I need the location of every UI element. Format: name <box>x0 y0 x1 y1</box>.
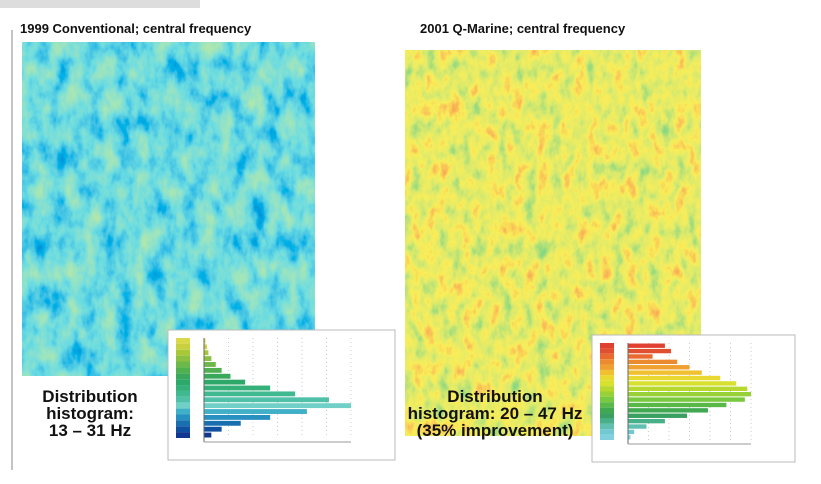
panel-title: 1999 Conventional; central frequency <box>20 21 252 36</box>
bar <box>204 338 206 344</box>
bar <box>204 426 222 432</box>
color-key <box>600 413 614 419</box>
bar <box>628 429 635 435</box>
color-key <box>176 343 190 350</box>
bar <box>628 354 653 359</box>
bar <box>628 381 737 386</box>
color-key <box>600 369 614 376</box>
color-key <box>176 420 190 427</box>
color-key <box>176 426 190 433</box>
bar <box>204 403 351 409</box>
bar <box>628 408 708 413</box>
color-key <box>176 390 190 397</box>
color-key <box>600 380 614 387</box>
color-key <box>600 396 614 403</box>
color-key <box>176 338 190 344</box>
color-key <box>176 402 190 409</box>
color-key <box>600 375 614 381</box>
bar <box>204 362 216 367</box>
color-key <box>600 359 614 365</box>
bar <box>204 432 212 438</box>
bar <box>204 373 231 379</box>
bar <box>628 359 678 365</box>
color-key <box>176 414 190 421</box>
header-strip <box>0 0 200 8</box>
bar <box>628 392 751 397</box>
bar <box>628 348 672 354</box>
color-key <box>176 408 190 415</box>
bar <box>628 413 688 418</box>
color-key <box>176 385 190 391</box>
bar <box>204 391 296 397</box>
caption-line: Distribution <box>42 387 137 406</box>
bar <box>204 344 207 350</box>
color-key <box>600 348 614 354</box>
bar <box>628 375 721 381</box>
color-key <box>600 407 614 414</box>
color-key <box>600 429 614 435</box>
bar <box>628 402 727 408</box>
bar <box>628 397 745 402</box>
bar <box>204 379 246 385</box>
bar <box>204 420 241 426</box>
bar <box>204 350 209 356</box>
bar <box>628 435 631 440</box>
color-key <box>600 353 614 360</box>
bar <box>628 365 690 370</box>
histogram <box>167 329 396 461</box>
bar <box>204 385 271 391</box>
color-key <box>600 386 614 392</box>
caption-line: histogram: <box>46 404 134 423</box>
color-key <box>176 367 190 374</box>
color-key <box>176 396 190 403</box>
caption-line: Distribution <box>447 387 542 406</box>
color-key <box>176 432 190 438</box>
bar <box>628 370 702 375</box>
bar <box>204 414 271 420</box>
color-key <box>600 343 614 349</box>
caption-line: 13 – 31 Hz <box>49 421 131 440</box>
color-key <box>600 364 614 370</box>
histogram <box>591 334 796 463</box>
bar <box>204 367 222 373</box>
color-key <box>176 355 190 362</box>
seismic-map <box>22 42 315 376</box>
bar <box>628 418 665 424</box>
color-key <box>176 379 190 386</box>
color-key <box>176 361 190 368</box>
bar <box>628 386 748 391</box>
bar <box>204 356 212 362</box>
color-key <box>176 349 190 356</box>
bar <box>204 409 307 414</box>
panel-title: 2001 Q-Marine; central frequency <box>420 21 626 36</box>
bar <box>204 397 329 403</box>
bar <box>628 343 665 348</box>
caption-line: histogram: 20 – 47 Hz <box>408 404 583 423</box>
color-key <box>600 423 614 430</box>
color-key <box>600 434 614 440</box>
caption-line: (35% improvement) <box>417 421 574 440</box>
color-key <box>600 391 614 397</box>
color-key <box>176 373 190 380</box>
bar <box>628 424 647 429</box>
color-key <box>600 402 614 408</box>
color-key <box>600 418 614 424</box>
